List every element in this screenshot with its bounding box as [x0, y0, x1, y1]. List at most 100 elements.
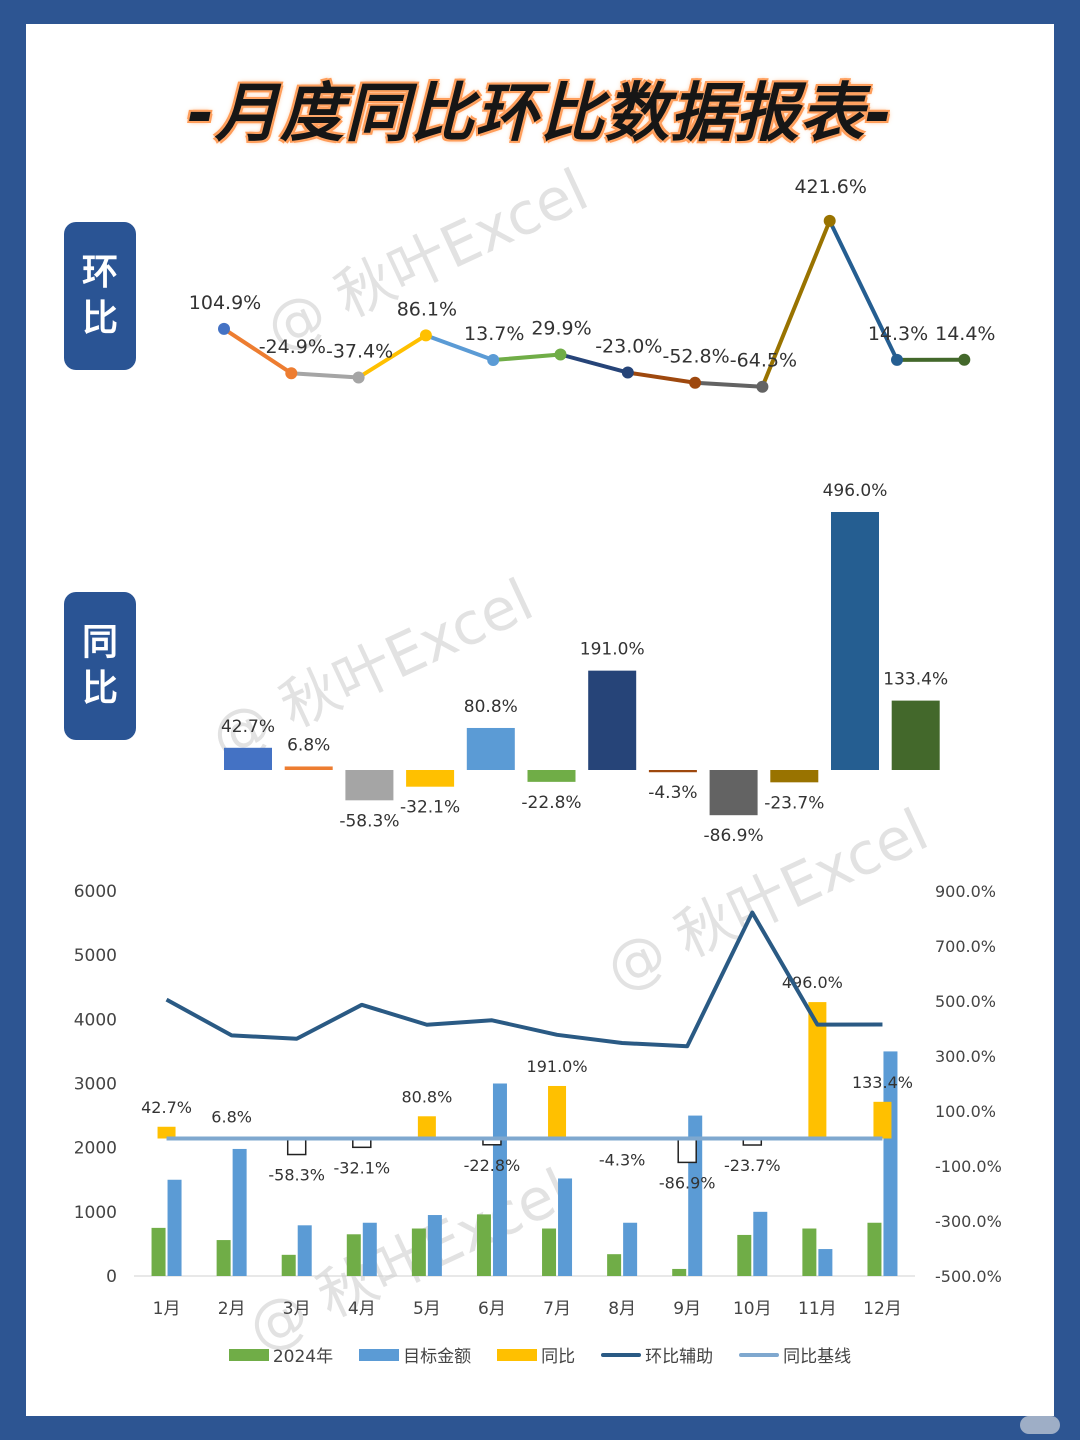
right-axis-tick-label: 500.0% — [935, 992, 996, 1011]
right-axis-tick-label: 700.0% — [935, 937, 996, 956]
bar-target — [167, 1179, 182, 1276]
bar-2024 — [802, 1228, 817, 1276]
mom-point — [823, 214, 836, 227]
combo-chart: 0 1000 2000 3000 4000 5000 6000 -500.0% -300.0% -… — [74, 882, 1002, 1319]
yoy-data-label: -32.1% — [333, 1158, 390, 1177]
mom-data-label: -24.9% — [259, 336, 326, 358]
x-axis-tick-label: 2月 — [218, 1299, 246, 1319]
yoy-data-label: 133.4% — [883, 670, 948, 690]
mom-line-segment — [222, 326, 294, 376]
yoy-bar — [770, 770, 819, 783]
bar-target — [492, 1083, 507, 1276]
mom-tag: 环 比 — [64, 222, 136, 370]
right-axis-tick-label: 900.0% — [935, 882, 996, 901]
bar-2024 — [346, 1234, 361, 1276]
yoy-data-label: -86.9% — [659, 1173, 716, 1192]
bar-2024 — [672, 1268, 687, 1276]
bar-yoy — [677, 1137, 697, 1164]
bar-2024 — [607, 1254, 622, 1276]
yoy-data-label: 133.4% — [852, 1073, 913, 1092]
yoy-bar — [284, 766, 333, 770]
bar-2024 — [542, 1228, 557, 1276]
bar-2024 — [216, 1240, 231, 1276]
mom-data-label: 86.1% — [397, 298, 457, 320]
yoy-bar — [224, 747, 272, 770]
yoy-data-label: 191.0% — [580, 640, 645, 660]
mom-line-segment — [356, 333, 428, 380]
mom-data-label: 104.9% — [189, 292, 261, 314]
bar-target — [753, 1211, 768, 1276]
mom-point — [419, 329, 432, 342]
legend-label: 同比基线 — [783, 1347, 852, 1367]
yoy-data-label: 191.0% — [527, 1057, 588, 1076]
legend-label: 目标金额 — [403, 1347, 472, 1367]
right-axis-tick-label: 300.0% — [935, 1047, 996, 1066]
mom-data-label: 29.9% — [531, 318, 591, 340]
yoy-data-label: 42.7% — [141, 1098, 192, 1117]
yoy-bar-chart: 42.7% 6.8% -58.3%-32.1% 80.8% -22.8% 191.0% -4… — [221, 481, 948, 846]
mom-line-chart: 104.9%-24.9% -37.4%86.1%13.7% 29.9%-23.0% -… — [189, 176, 995, 393]
bar-2024 — [737, 1234, 752, 1276]
yoy-bar — [406, 770, 455, 787]
yoy-data-label: -58.3% — [339, 811, 399, 831]
yoy-bar — [648, 770, 697, 773]
yoy-data-label: -86.9% — [704, 826, 764, 846]
right-axis-tick-label: 100.0% — [935, 1102, 996, 1121]
right-axis-tick-label: -100.0% — [935, 1157, 1002, 1176]
legend-item-yoy: 同比 — [497, 1342, 575, 1367]
yoy-data-label: -22.8% — [464, 1156, 521, 1175]
legend-item-mom-aux: 环比辅助 — [601, 1342, 713, 1367]
x-axis-tick-label: 5月 — [413, 1299, 441, 1319]
left-axis-tick-label: 3000 — [74, 1075, 117, 1095]
x-axis-tick-label: 11月 — [798, 1299, 837, 1319]
legend-swatch-icon — [228, 1348, 269, 1361]
legend-label: 环比辅助 — [645, 1347, 714, 1367]
bar-2024 — [867, 1222, 882, 1276]
right-axis-tick-label: -300.0% — [935, 1212, 1002, 1231]
yoy-bar — [466, 727, 515, 770]
bar-target — [362, 1222, 377, 1276]
left-axis-tick-label: 4000 — [74, 1010, 117, 1030]
legend-item-2024: 2024年 — [228, 1342, 333, 1367]
mom-aux-line — [165, 910, 883, 1049]
mom-point — [689, 376, 702, 389]
mom-line-segment — [558, 352, 630, 375]
yoy-data-label: 6.8% — [211, 1108, 252, 1127]
x-axis-tick-label: 6月 — [478, 1299, 506, 1319]
bar-yoy — [157, 1126, 176, 1139]
x-axis-tick-label: 10月 — [733, 1299, 772, 1319]
mom-data-label: 421.6% — [794, 176, 866, 198]
mom-line-segment — [423, 333, 496, 363]
yoy-data-label: -32.1% — [400, 798, 460, 818]
x-axis-tick-label: 3月 — [283, 1299, 311, 1319]
mom-point — [891, 353, 903, 366]
mom-point — [487, 354, 500, 367]
right-axis-tick-label: -500.0% — [935, 1267, 1002, 1286]
legend-line-icon — [739, 1352, 780, 1357]
bar-yoy — [808, 1002, 827, 1139]
mom-line-segment — [491, 352, 563, 363]
mom-point — [554, 348, 567, 361]
left-axis-tick-label: 6000 — [74, 882, 117, 902]
yoy-bar — [588, 670, 637, 770]
bar-target — [297, 1225, 312, 1276]
mom-tag-char-2: 比 — [81, 298, 118, 339]
mom-point — [958, 353, 971, 366]
bar-yoy — [286, 1137, 307, 1156]
mom-data-label: 14.3% — [868, 323, 928, 345]
x-axis-tick-label: 7月 — [543, 1299, 571, 1319]
left-axis-tick-label: 1000 — [74, 1203, 117, 1223]
yoy-bar — [345, 770, 394, 801]
yoy-data-label: -4.3% — [599, 1151, 645, 1170]
mom-data-label: -64.5% — [730, 350, 797, 372]
yoy-tag: 同 比 — [64, 592, 136, 740]
left-axis-tick-label: 0 — [106, 1267, 117, 1287]
bar-target — [558, 1178, 573, 1276]
legend-item-target: 目标金额 — [359, 1342, 471, 1367]
legend-swatch-icon — [497, 1348, 538, 1361]
mom-line-segment — [760, 218, 832, 389]
x-axis-tick-label: 8月 — [608, 1299, 636, 1319]
yoy-tag-char-2: 比 — [81, 668, 118, 709]
bar-2024 — [411, 1228, 426, 1276]
yoy-data-label: -23.7% — [764, 793, 824, 813]
